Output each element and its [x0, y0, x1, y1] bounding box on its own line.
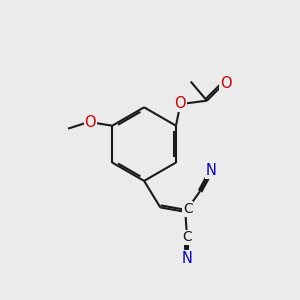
Text: O: O: [175, 96, 186, 111]
Text: O: O: [84, 115, 96, 130]
Text: N: N: [206, 164, 216, 178]
Text: N: N: [182, 251, 192, 266]
Text: O: O: [220, 76, 232, 91]
Text: C: C: [183, 202, 193, 216]
Text: C: C: [182, 230, 192, 244]
